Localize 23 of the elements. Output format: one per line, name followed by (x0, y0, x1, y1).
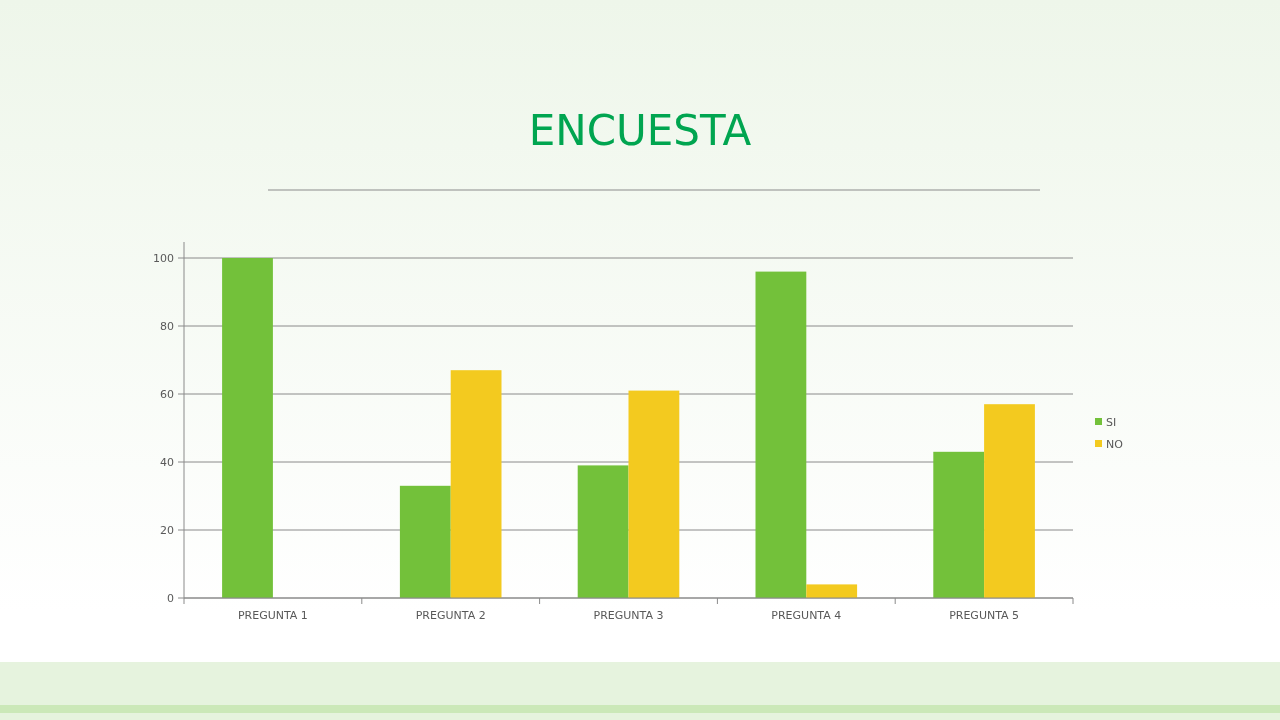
y-tick-label: 80 (160, 319, 174, 333)
x-tick-label: PREGUNTA 1 (237, 609, 308, 622)
x-tick-label: PREGUNTA 4 (771, 609, 842, 622)
y-tick-label: 40 (160, 455, 174, 469)
bar (628, 390, 680, 598)
y-tick-label: 100 (153, 251, 174, 265)
x-tick-label: PREGUNTA 2 (415, 609, 486, 622)
y-tick-label: 0 (167, 591, 174, 605)
bar (984, 404, 1035, 598)
chart-title: ENCUESTA (528, 106, 752, 155)
legend-label: NO (1106, 437, 1124, 451)
bar (450, 370, 502, 598)
bar (933, 451, 985, 598)
x-tick-label: PREGUNTA 3 (593, 609, 664, 622)
legend-label: SI (1106, 415, 1117, 429)
bar (806, 584, 858, 598)
bar (399, 485, 451, 598)
y-tick-label: 60 (160, 387, 174, 401)
bar (222, 258, 273, 598)
x-tick-label: PREGUNTA 5 (949, 609, 1020, 622)
bar (577, 465, 629, 598)
y-tick-label: 20 (160, 523, 174, 537)
bar (755, 271, 807, 598)
